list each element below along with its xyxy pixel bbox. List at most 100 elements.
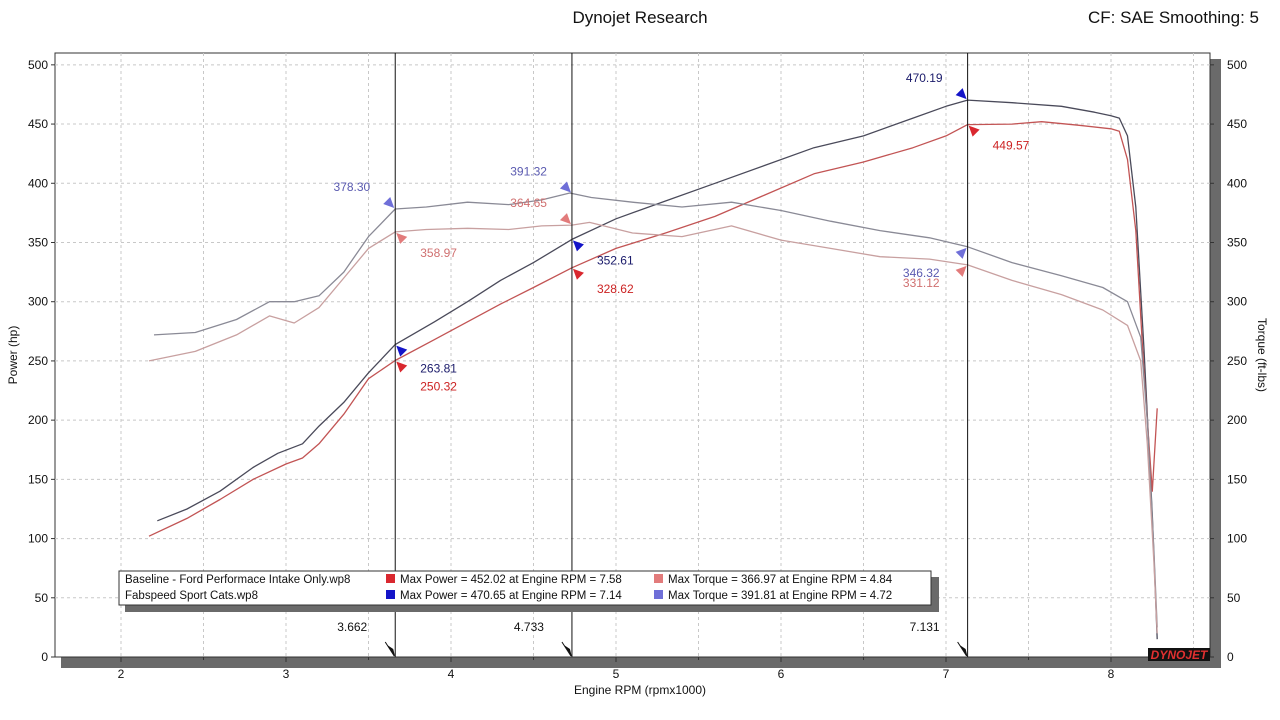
value-annotation-fabspeed-power: 263.81 xyxy=(396,345,457,376)
right-tick-label: 200 xyxy=(1227,413,1247,427)
left-tick-label: 200 xyxy=(28,413,48,427)
legend-fabspeed-max-power: Max Power = 470.65 at Engine RPM = 7.14 xyxy=(400,590,622,602)
annotation-arrow xyxy=(559,181,571,193)
annotation-arrow xyxy=(968,125,980,137)
value-annotation-baseline-power: 328.62 xyxy=(572,268,634,296)
left-tick-label: 500 xyxy=(28,58,48,72)
x-tick-label: 4 xyxy=(448,667,455,681)
legend-run-1-file: Baseline - Ford Performace Intake Only.w… xyxy=(125,574,350,586)
legend-box xyxy=(118,570,932,606)
value-annotation-fabspeed-power: 470.19 xyxy=(906,71,967,100)
annotation-label: 391.32 xyxy=(510,165,547,179)
left-tick-label: 0 xyxy=(41,650,48,664)
x-tick-label: 5 xyxy=(613,667,620,681)
annotation-label: 328.62 xyxy=(597,282,634,296)
rpm-cursor-label: 3.662 xyxy=(337,620,367,634)
value-annotation-fabspeed-torque: 378.30 xyxy=(334,180,395,208)
x-axis-ticks: 2 3 4 5 6 7 8 xyxy=(118,657,1194,681)
left-tick-label: 250 xyxy=(28,354,48,368)
right-tick-label: 350 xyxy=(1227,235,1247,249)
rpm-cursor-arrow-stem xyxy=(957,641,968,657)
left-tick-label: 300 xyxy=(28,295,48,309)
legend-swatch-fabspeed-torque xyxy=(654,590,663,599)
left-tick-label: 350 xyxy=(28,235,48,249)
annotation-arrow xyxy=(955,88,967,100)
traces xyxy=(148,99,1158,640)
value-annotation-baseline-power: 449.57 xyxy=(968,125,1030,153)
value-annotation-baseline-torque: 364.65 xyxy=(510,196,571,225)
left-tick-label: 100 xyxy=(28,532,48,546)
rpm-cursor-arrow-stem xyxy=(561,641,572,657)
annotations: 378.30 358.97 263.81 250.32 391.32 364.65 352.… xyxy=(334,71,1030,393)
annotation-label: 331.12 xyxy=(903,276,940,290)
grid xyxy=(55,53,1210,657)
legend-run-2-file: Fabspeed Sport Cats.wp8 xyxy=(125,590,258,602)
baseline-torque-trace xyxy=(148,221,1158,634)
annotation-arrow xyxy=(955,265,967,277)
x-axis-title: Engine RPM (rpmx1000) xyxy=(574,683,706,697)
right-tick-label: 500 xyxy=(1227,58,1247,72)
right-tick-label: 150 xyxy=(1227,472,1247,486)
annotation-arrow xyxy=(572,268,584,280)
annotation-arrow xyxy=(396,232,408,244)
rpm-cursor-label: 7.131 xyxy=(910,620,940,634)
legend-baseline-max-power: Max Power = 452.02 at Engine RPM = 7.58 xyxy=(400,574,622,586)
rpm-cursor-label: 4.733 xyxy=(514,620,544,634)
fabspeed-torque-trace xyxy=(153,192,1158,628)
fabspeed-power-trace xyxy=(157,99,1158,640)
legend-swatch-baseline-power xyxy=(386,574,395,583)
value-annotation-fabspeed-power: 352.61 xyxy=(572,240,634,267)
value-annotation-baseline-torque: 331.12 xyxy=(903,265,967,290)
value-annotation-baseline-power: 250.32 xyxy=(396,361,457,394)
x-tick-label: 3 xyxy=(283,667,290,681)
right-axis-ticks: 0 50 100 150 200 250 300 350 400 450 500 xyxy=(1210,58,1247,664)
left-tick-label: 50 xyxy=(35,591,49,605)
right-tick-label: 50 xyxy=(1227,591,1241,605)
legend-baseline-max-torque: Max Torque = 366.97 at Engine RPM = 4.84 xyxy=(668,574,893,586)
baseline-power-trace xyxy=(148,121,1158,537)
legend-fabspeed-max-torque: Max Torque = 391.81 at Engine RPM = 4.72 xyxy=(668,590,892,602)
dynojet-logo: DYNOJET xyxy=(1148,648,1210,662)
left-tick-label: 150 xyxy=(28,472,48,486)
cursors: 3.662 4.733 7.131 xyxy=(337,53,969,657)
x-tick-label: 8 xyxy=(1108,667,1115,681)
right-tick-label: 0 xyxy=(1227,650,1234,664)
annotation-label: 470.19 xyxy=(906,71,943,85)
logo-text: DYNOJET xyxy=(1151,648,1209,662)
right-tick-label: 250 xyxy=(1227,354,1247,368)
right-axis-title: Torque (ft-lbs) xyxy=(1255,318,1269,392)
annotation-label: 358.97 xyxy=(420,246,457,260)
annotation-label: 263.81 xyxy=(420,362,457,376)
left-axis-ticks: 0 50 100 150 200 250 300 350 400 450 500 xyxy=(28,58,55,664)
x-tick-label: 7 xyxy=(943,667,950,681)
annotation-label: 250.32 xyxy=(420,380,457,394)
legend-swatch-baseline-torque xyxy=(654,574,663,583)
x-tick-label: 6 xyxy=(778,667,785,681)
plot-area xyxy=(54,52,1211,658)
correction-factor-label: CF: SAE Smoothing: 5 xyxy=(1087,8,1259,27)
page-title: Dynojet Research xyxy=(572,8,708,27)
annotation-arrow xyxy=(955,247,967,259)
left-tick-label: 450 xyxy=(28,117,48,131)
annotation-label: 352.61 xyxy=(597,253,634,267)
value-annotation-baseline-torque: 358.97 xyxy=(396,232,457,260)
annotation-label: 449.57 xyxy=(993,139,1030,153)
legend: Baseline - Ford Performace Intake Only.w… xyxy=(118,570,939,612)
right-tick-label: 300 xyxy=(1227,295,1247,309)
right-tick-label: 450 xyxy=(1227,117,1247,131)
annotation-label: 364.65 xyxy=(510,196,547,210)
value-annotation-fabspeed-torque: 391.32 xyxy=(510,165,571,193)
left-axis-title: Power (hp) xyxy=(6,326,20,385)
annotation-arrow xyxy=(383,196,395,208)
x-tick-label: 2 xyxy=(118,667,125,681)
annotation-label: 378.30 xyxy=(334,180,371,194)
annotation-arrow xyxy=(572,240,584,252)
annotation-arrow xyxy=(396,345,408,357)
legend-swatch-fabspeed-power xyxy=(386,590,395,599)
annotation-arrow xyxy=(396,361,408,373)
annotation-label: 346.32 xyxy=(903,266,940,280)
left-tick-label: 400 xyxy=(28,176,48,190)
right-tick-label: 400 xyxy=(1227,176,1247,190)
value-annotation-fabspeed-torque: 346.32 xyxy=(903,247,967,280)
